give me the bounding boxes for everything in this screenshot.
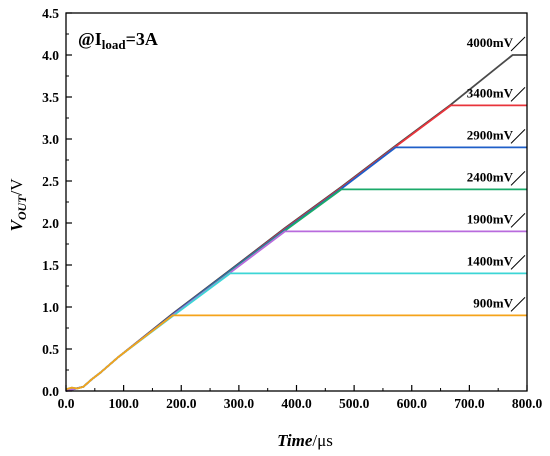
series-leader-2400mV	[510, 171, 526, 186]
annotation-suffix: =3A	[126, 29, 158, 49]
series-label-4000mV: 4000mV	[467, 35, 514, 50]
annotation-subscript: load	[102, 37, 127, 52]
x-tick-label: 500.0	[339, 396, 370, 411]
series-label-2900mV: 2900mV	[467, 127, 514, 142]
series-leader-1400mV	[510, 255, 526, 270]
axis-ticks: 0.0 100.0 200.0 300.0 400.0 500.0 600.0 700.0 80…	[42, 6, 542, 411]
y-tick-label: 3.0	[42, 132, 59, 147]
series-leader-4000mV	[510, 36, 526, 52]
plot-frame	[65, 12, 528, 392]
y-tick-label: 0.5	[42, 342, 59, 357]
series-line-1900mV	[65, 230, 527, 392]
series-label-900mV: 900mV	[473, 295, 513, 310]
x-axis-title-main: Time	[277, 431, 313, 450]
y-tick-label: 2.0	[42, 216, 59, 231]
series-labels: 900mV 1400mV 1900mV 2400mV 2900mV 3400mV 4000m…	[467, 35, 526, 312]
x-tick-label: 600.0	[397, 396, 428, 411]
series-leader-900mV	[510, 297, 526, 312]
series-label-3400mV: 3400mV	[467, 85, 514, 100]
y-tick-label: 3.5	[42, 90, 59, 105]
series-leader-3400mV	[510, 87, 526, 102]
y-tick-label: 1.0	[42, 300, 59, 315]
series-label-1900mV: 1900mV	[467, 211, 514, 226]
x-tick-label: 800.0	[512, 396, 543, 411]
x-tick-label: 300.0	[224, 396, 255, 411]
series-line-2900mV	[65, 146, 527, 392]
load-annotation: @Iload=3A	[78, 29, 158, 52]
x-tick-label: 0.0	[58, 396, 75, 411]
y-axis-title-unit: /V	[7, 178, 26, 196]
x-axis-title-unit: /μs	[312, 431, 332, 450]
series-lines	[65, 54, 527, 392]
series-leader-1900mV	[510, 213, 526, 228]
x-tick-label: 200.0	[166, 396, 197, 411]
y-tick-label: 4.0	[42, 48, 59, 63]
series-label-1400mV: 1400mV	[467, 253, 514, 268]
y-tick-label: 0.0	[42, 384, 59, 399]
annotation-prefix: @I	[78, 29, 102, 49]
plot-border	[65, 12, 528, 392]
y-axis-title-main: V	[7, 219, 26, 232]
series-leader-2900mV	[510, 129, 526, 144]
x-tick-label: 400.0	[281, 396, 312, 411]
y-axis-title-subscript: OUT	[15, 195, 29, 220]
x-tick-label: 100.0	[108, 396, 139, 411]
series-label-2400mV: 2400mV	[467, 169, 514, 184]
x-tick-label: 700.0	[454, 396, 485, 411]
y-tick-label: 4.5	[42, 6, 59, 21]
series-line-900mV	[65, 314, 527, 391]
y-axis-title: VOUT/V	[7, 178, 29, 232]
y-tick-label: 1.5	[42, 258, 59, 273]
y-tick-label: 2.5	[42, 174, 59, 189]
x-axis-title: Time/μs	[277, 431, 333, 450]
series-line-1400mV	[65, 272, 527, 391]
